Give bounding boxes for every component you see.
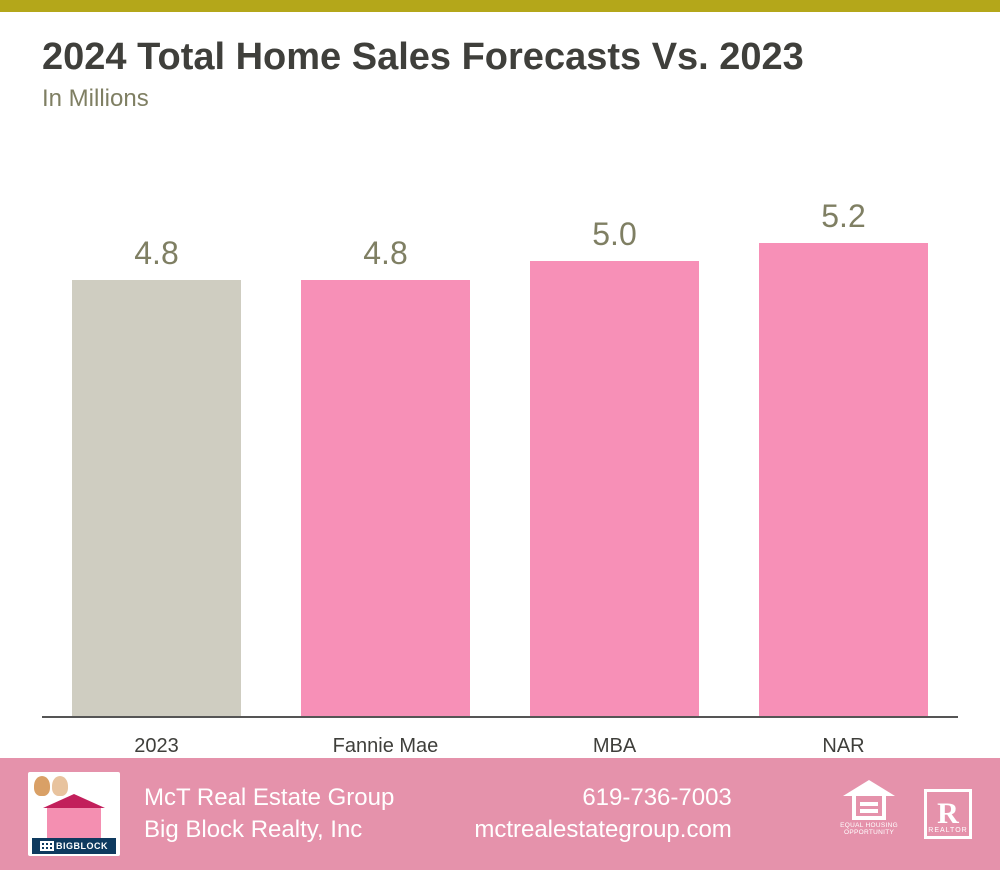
category-label: 2023 [56, 735, 258, 758]
bar-wrap: 4.8 [56, 235, 258, 716]
eho-house-shape [847, 792, 891, 820]
footer-contact-col: 619-736-7003 mctrealestategroup.com [474, 784, 731, 844]
footer-icons: EQUAL HOUSING OPPORTUNITY R REALTOR [840, 789, 972, 839]
bar-chart: 4.8 4.8 5.0 5.2 2023 Fannie Mae MBA NAR [42, 173, 958, 758]
category-label: MBA [514, 735, 716, 758]
bar [301, 280, 470, 716]
category-label: NAR [743, 735, 945, 758]
logo-block-label: BIGBLOCK [32, 838, 116, 854]
bar [530, 261, 699, 716]
footer-company-line2: Big Block Realty, Inc [144, 816, 394, 844]
top-accent-border [0, 0, 1000, 12]
footer-company-col: McT Real Estate Group Big Block Realty, … [144, 784, 394, 844]
logo-house-body [47, 808, 101, 838]
logo-person-2 [52, 776, 68, 796]
logo-people [34, 776, 68, 796]
bar-wrap: 5.0 [514, 216, 716, 716]
bar-value-label: 4.8 [363, 235, 407, 272]
logo-block-text: BIGBLOCK [56, 841, 108, 851]
footer-website: mctrealestategroup.com [474, 816, 731, 844]
footer-phone: 619-736-7003 [474, 784, 731, 812]
company-logo: BIGBLOCK [28, 772, 120, 856]
bar-value-label: 5.0 [592, 216, 636, 253]
realtor-r-letter: R [937, 799, 959, 829]
realtor-label: REALTOR [928, 827, 967, 834]
bar [759, 243, 928, 716]
bar-wrap: 4.8 [285, 235, 487, 716]
bars-row: 4.84.85.05.2 [42, 218, 958, 718]
footer: BIGBLOCK McT Real Estate Group Big Block… [0, 758, 1000, 870]
chart-subtitle: In Millions [42, 85, 958, 113]
eho-label: EQUAL HOUSING OPPORTUNITY [840, 822, 898, 836]
logo-roof [43, 794, 105, 808]
bar-wrap: 5.2 [743, 198, 945, 716]
category-labels-row: 2023 Fannie Mae MBA NAR [42, 735, 958, 758]
logo-grid-icon [40, 841, 54, 851]
realtor-icon: R REALTOR [924, 789, 972, 839]
chart-title: 2024 Total Home Sales Forecasts Vs. 2023 [42, 36, 958, 79]
category-label: Fannie Mae [285, 735, 487, 758]
logo-person-1 [34, 776, 50, 796]
footer-company-line1: McT Real Estate Group [144, 784, 394, 812]
footer-text: McT Real Estate Group Big Block Realty, … [144, 784, 816, 844]
page: 2024 Total Home Sales Forecasts Vs. 2023… [0, 0, 1000, 870]
bar-value-label: 4.8 [134, 235, 178, 272]
logo-house [43, 808, 105, 838]
equal-housing-icon: EQUAL HOUSING OPPORTUNITY [840, 792, 898, 836]
content-area: 2024 Total Home Sales Forecasts Vs. 2023… [0, 12, 1000, 758]
bar [72, 280, 241, 716]
bar-value-label: 5.2 [821, 198, 865, 235]
